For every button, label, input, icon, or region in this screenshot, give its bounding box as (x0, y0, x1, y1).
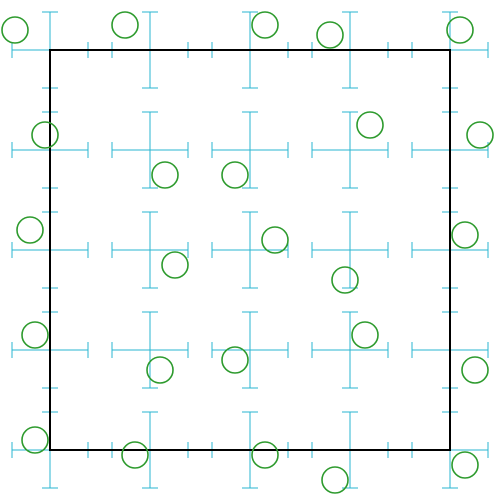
circle-point (111, 11, 139, 39)
circle-point (466, 121, 494, 149)
grid-cross-marker (111, 111, 189, 189)
circle-point (121, 441, 149, 469)
circle-point (21, 321, 49, 349)
circle-point (446, 16, 474, 44)
grid-cross-marker (211, 311, 289, 389)
circle-point (316, 21, 344, 49)
grid-cross-marker (311, 311, 389, 389)
circle-point (451, 451, 479, 479)
circle-point (451, 221, 479, 249)
circle-point (221, 346, 249, 374)
circle-point (161, 251, 189, 279)
square-frame (49, 49, 451, 451)
circle-point (21, 426, 49, 454)
circle-point (251, 11, 279, 39)
circle-point (146, 356, 174, 384)
circle-point (351, 321, 379, 349)
circle-point (331, 266, 359, 294)
circle-point (261, 226, 289, 254)
grid-cross-marker (211, 211, 289, 289)
circle-point (151, 161, 179, 189)
circle-point (221, 161, 249, 189)
circle-point (1, 16, 29, 44)
grid-cross-marker (311, 111, 389, 189)
circles-layer (1, 11, 494, 494)
circle-point (321, 466, 349, 494)
grid-cross-marker (211, 111, 289, 189)
grid-cross-marker (311, 211, 389, 289)
circle-point (461, 356, 489, 384)
circle-point (251, 441, 279, 469)
circle-point (356, 111, 384, 139)
circle-point (31, 121, 59, 149)
grid-cross-marker (111, 311, 189, 389)
circle-point (16, 216, 44, 244)
grid-cross-marker (111, 211, 189, 289)
